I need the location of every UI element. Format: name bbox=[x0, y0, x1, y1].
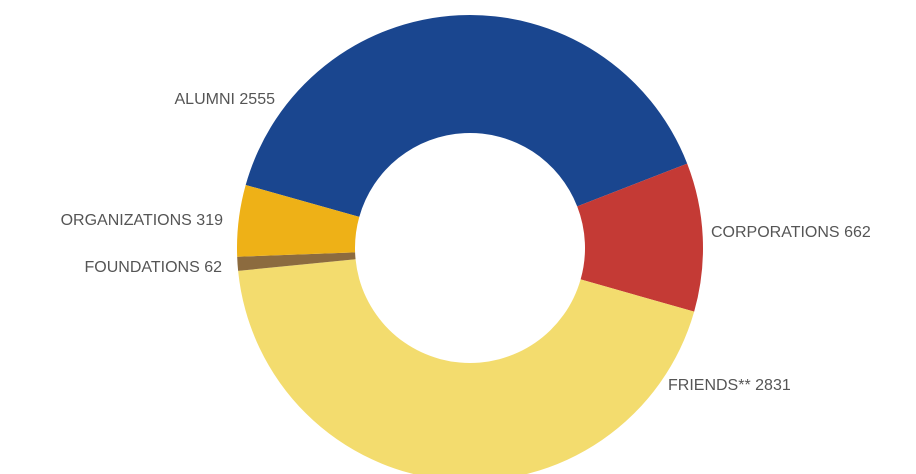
label-value: 2555 bbox=[239, 91, 275, 108]
donut-slice bbox=[237, 252, 356, 271]
donut-slice bbox=[237, 184, 360, 257]
donut-slice bbox=[238, 259, 695, 474]
label-category: ORGANIZATIONS bbox=[61, 212, 192, 229]
slice-label: ALUMNI 2555 bbox=[175, 91, 276, 108]
label-category: ALUMNI bbox=[175, 91, 235, 108]
donut-slice bbox=[245, 15, 688, 217]
slice-label: CORPORATIONS 662 bbox=[711, 224, 871, 241]
donut-slice bbox=[577, 163, 703, 312]
label-value: 662 bbox=[844, 224, 871, 241]
slice-label: ORGANIZATIONS 319 bbox=[61, 212, 224, 229]
label-category: FOUNDATIONS bbox=[84, 259, 199, 276]
label-value: 319 bbox=[196, 212, 223, 229]
slice-label: FOUNDATIONS 62 bbox=[84, 259, 222, 276]
label-value: 2831 bbox=[755, 377, 791, 394]
slice-label: FRIENDS** 2831 bbox=[668, 377, 791, 394]
label-category: CORPORATIONS bbox=[711, 224, 840, 241]
label-value: 62 bbox=[204, 259, 222, 276]
label-category: FRIENDS** bbox=[668, 377, 751, 394]
